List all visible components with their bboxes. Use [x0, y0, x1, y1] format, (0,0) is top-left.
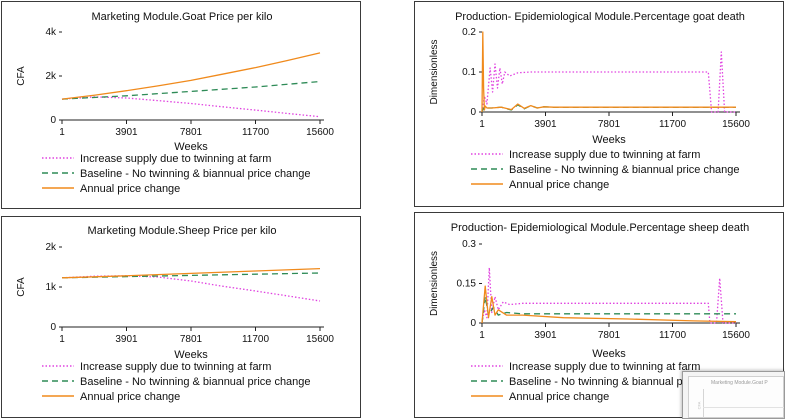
- goat-price-chart: Marketing Module.Goat Price per kilo 0 2k 4…: [16, 11, 334, 195]
- thumbnail-chart: Marketing Module.Goat P CFA: [688, 376, 784, 418]
- window-thumbnail-preview[interactable]: Marketing Module.Goat P CFA: [682, 371, 785, 419]
- x-tick-label: 11700: [659, 330, 687, 341]
- x-axis-label: Weeks: [174, 349, 208, 361]
- y-tick-label: 2k: [45, 242, 57, 253]
- goat-price-chart-panel: Marketing Module.Goat Price per kilo 0 2k 4…: [1, 1, 361, 209]
- y-axis-label: CFA: [16, 66, 27, 86]
- thumbnail-y-axis: [703, 389, 704, 418]
- x-tick-label: 7801: [180, 334, 203, 345]
- series-line-twinning: [481, 51, 736, 113]
- series-line-baseline: [61, 80, 321, 100]
- series-line-annual: [481, 31, 736, 113]
- x-tick-label: 7801: [598, 119, 621, 130]
- y-tick-label: 0.2: [462, 27, 476, 38]
- legend-entry-annual: Annual price change: [509, 179, 609, 191]
- series-line-baseline: [481, 296, 736, 324]
- x-tick-label: 15600: [722, 330, 750, 341]
- y-axis-label: Dimensionless: [429, 39, 440, 104]
- sheep-price-chart-panel: Marketing Module.Sheep Price per kilo 0 1k…: [1, 216, 361, 418]
- series-line-annual: [61, 52, 321, 100]
- x-axis-label: Weeks: [592, 134, 626, 146]
- y-tick-label: 2k: [45, 71, 57, 82]
- x-tick-label: 15600: [306, 334, 334, 345]
- series-line-twinning: [61, 275, 321, 302]
- y-tick-label: 0.15: [457, 279, 477, 290]
- x-tick-label: 11700: [242, 334, 270, 345]
- series-line-twinning: [61, 96, 321, 118]
- y-tick-label: 0.3: [462, 239, 476, 250]
- x-axis-label: Weeks: [592, 348, 626, 360]
- y-axis-label: CFA: [16, 277, 27, 297]
- legend-entry-twinning: Increase supply due to twinning at farm: [80, 153, 271, 165]
- x-tick-label: 1: [479, 330, 485, 341]
- chart-title: Marketing Module.Goat Price per kilo: [92, 11, 273, 23]
- legend-entry-twinning: Increase supply due to twinning at farm: [509, 361, 700, 373]
- legend-entry-twinning: Increase supply due to twinning at farm: [80, 361, 271, 373]
- sheep-price-chart: Marketing Module.Sheep Price per kilo 0 1k…: [16, 225, 334, 403]
- legend-entry-baseline: Baseline - No twinning & biannual price …: [509, 376, 740, 388]
- x-tick-label: 7801: [598, 330, 621, 341]
- x-tick-label: 11700: [659, 119, 687, 130]
- y-tick-label: 0: [470, 107, 476, 118]
- y-tick-label: 1k: [45, 282, 57, 293]
- y-tick-label: 0.1: [462, 67, 476, 78]
- x-tick-label: 1: [479, 119, 485, 130]
- y-tick-label: 4k: [45, 27, 57, 38]
- legend-entry-annual: Annual price change: [80, 183, 180, 195]
- legend-entry-baseline: Baseline - No twinning & biannual price …: [80, 168, 311, 180]
- y-axis-label: Dimensionless: [429, 251, 440, 316]
- x-axis-label: Weeks: [174, 141, 208, 153]
- y-tick-label: 0: [470, 318, 476, 329]
- x-tick-label: 15600: [722, 119, 750, 130]
- chart-title: Production- Epidemiological Module.Perce…: [455, 11, 745, 23]
- chart-title: Production- Epidemiological Module.Perce…: [451, 222, 749, 234]
- y-tick-label: 0: [50, 322, 56, 333]
- x-tick-label: 11700: [242, 127, 270, 138]
- x-tick-label: 7801: [180, 127, 203, 138]
- x-tick-label: 3901: [115, 334, 138, 345]
- legend-entry-annual: Annual price change: [509, 391, 609, 403]
- x-tick-label: 1: [59, 127, 65, 138]
- goat-death-chart: Production- Epidemiological Module.Perce…: [429, 11, 750, 191]
- y-tick-label: 0: [50, 115, 56, 126]
- thumbnail-title: Marketing Module.Goat P: [711, 380, 768, 386]
- x-tick-label: 3901: [534, 330, 557, 341]
- x-tick-label: 15600: [306, 127, 334, 138]
- chart-title: Marketing Module.Sheep Price per kilo: [88, 225, 277, 237]
- x-tick-label: 1: [59, 334, 65, 345]
- x-tick-label: 3901: [534, 119, 557, 130]
- legend-entry-baseline: Baseline - No twinning & biannual price …: [80, 376, 311, 388]
- sheep-death-chart: Production- Epidemiological Module.Perce…: [429, 222, 750, 403]
- thumbnail-x-axis: [703, 407, 784, 408]
- goat-death-chart-panel: Production- Epidemiological Module.Perce…: [414, 1, 784, 207]
- series-line-annual: [481, 285, 737, 324]
- x-tick-label: 3901: [115, 127, 138, 138]
- legend-entry-baseline: Baseline - No twinning & biannual price …: [509, 164, 740, 176]
- series-line-annual: [61, 267, 321, 279]
- legend-entry-annual: Annual price change: [80, 391, 180, 403]
- thumbnail-ylabel: CFA: [696, 401, 702, 410]
- legend-entry-twinning: Increase supply due to twinning at farm: [509, 149, 700, 161]
- series-line-twinning: [481, 267, 736, 324]
